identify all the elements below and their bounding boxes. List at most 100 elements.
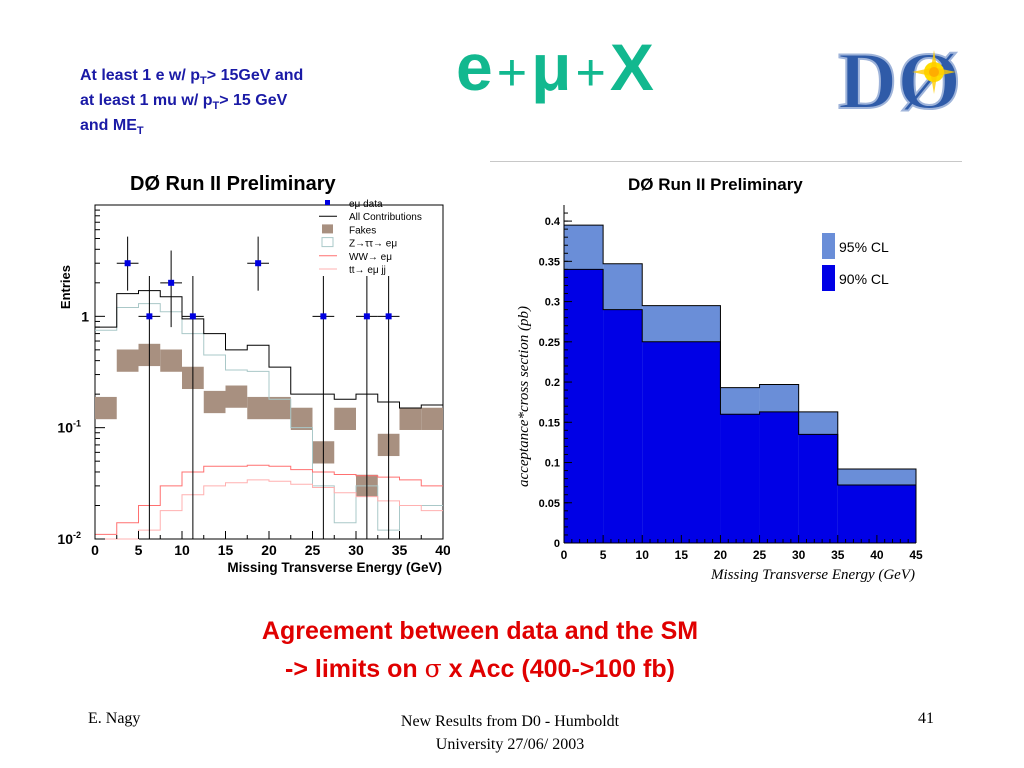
data-point — [124, 260, 131, 267]
cuts-line2-end: > 15 GeV — [219, 92, 288, 110]
chart1-plot-area: 0 5 10 15 20 25 30 35 40 10-2 10-1 1 eμ data All Cont… — [57, 199, 450, 558]
ttbar-line — [95, 479, 443, 540]
legend-swatch-data — [325, 200, 330, 205]
legend-label: All Contributions — [349, 212, 422, 223]
fakes-band — [95, 396, 117, 420]
cuts-line1: At least 1 e w/ p — [80, 67, 201, 84]
chart1-x-tick-label: 20 — [261, 542, 277, 558]
logo-star-icon — [912, 50, 956, 94]
legend-swatch-cl — [822, 265, 835, 291]
data-point — [255, 260, 262, 267]
chart1-x-tick-label: 40 — [435, 542, 450, 558]
chart2-plot-area: 0 5 10 15 20 25 30 35 40 45 0 0.05 0.1 0.15 0.2 0.25 0.3… — [539, 205, 923, 562]
chart1-x-tick-label: 5 — [135, 542, 143, 558]
legend-label-cl: 90% CL — [839, 271, 889, 287]
title-e: e — [456, 30, 493, 104]
all-contributions-line — [95, 290, 443, 409]
footer-author: E. Nagy — [88, 710, 141, 727]
chart1-x-tick-label: 25 — [305, 542, 321, 558]
chart1-y-axis-label: Entries — [58, 265, 73, 309]
chart2-y-tick-label: 0 — [554, 538, 560, 550]
d0-logo: DØ — [838, 36, 962, 118]
page-number: 41 — [918, 710, 934, 727]
title-plus-1: + — [496, 44, 528, 102]
bar-90cl — [603, 309, 643, 543]
bar-90cl — [837, 485, 916, 543]
bar-90cl — [798, 434, 838, 543]
chart1-x-tick-label: 0 — [91, 542, 99, 558]
data-point — [146, 313, 153, 320]
chart2-x-tick-label: 25 — [753, 548, 767, 562]
sigma-symbol: σ — [424, 654, 442, 683]
legend-swatch-ztt — [321, 237, 334, 248]
cuts-line3-sub: T — [136, 125, 144, 138]
fakes-band — [399, 407, 422, 430]
legend-label: Fakes — [349, 225, 376, 236]
conclusion-line2-end: x Acc (400->100 fb) — [441, 655, 675, 683]
chart2-y-tick-label: 0.3 — [545, 297, 560, 309]
fakes-band — [203, 390, 226, 414]
legend-label: Z→ττ→ eμ — [349, 239, 397, 250]
chart1-x-tick-label: 15 — [218, 542, 234, 558]
footer-event-line1: New Results from D0 - Humboldt — [400, 713, 620, 730]
conclusion: Agreement between data and the SM -> lim… — [150, 612, 810, 688]
chart2-x-tick-label: 0 — [561, 548, 568, 562]
footer-event: New Results from D0 - Humboldt Universit… — [340, 710, 680, 756]
chart2-x-axis-label: Missing Transverse Energy (GeV) — [710, 567, 915, 583]
chart1-x-axis-label: Missing Transverse Energy (GeV) — [227, 560, 442, 575]
legend-label: tt→ eμ jj — [349, 265, 386, 276]
fakes-band — [116, 349, 139, 372]
chart2-x-tick-label: 20 — [714, 548, 728, 562]
bar-90cl — [720, 414, 760, 543]
data-point — [320, 313, 327, 320]
slide-title: e+μ+X — [456, 32, 654, 108]
chart2-x-tick-label: 45 — [909, 548, 923, 562]
cuts-line3: and ME — [80, 117, 137, 135]
chart2-y-tick-label: 0.1 — [545, 458, 560, 470]
data-point — [385, 313, 392, 320]
cuts-line2-sub: T — [212, 100, 220, 113]
chart2-y-tick-label: 0.05 — [539, 498, 560, 510]
chart2-y-axis-label: acceptance*cross section (pb) — [516, 306, 532, 487]
data-point — [363, 313, 370, 320]
data-point — [189, 313, 196, 320]
bar-90cl — [759, 411, 799, 543]
chart2-x-tick-label: 30 — [792, 548, 806, 562]
chart2-x-tick-label: 15 — [675, 548, 689, 562]
title-mu: μ — [531, 30, 572, 104]
cuts-line1-sub: T — [200, 75, 207, 88]
title-x: X — [609, 30, 654, 104]
fakes-band — [334, 407, 356, 430]
chart2-x-tick-label: 40 — [870, 548, 884, 562]
chart2-y-tick-label: 0.15 — [539, 417, 560, 429]
chart1-x-tick-label: 30 — [348, 542, 364, 558]
chart2-y-tick-label: 0.35 — [539, 256, 560, 268]
fakes-band — [269, 396, 291, 420]
legend-label-cl: 95% CL — [839, 239, 889, 255]
chart1-x-tick-label: 10 — [174, 542, 190, 558]
ztautau-line — [95, 303, 443, 531]
data-point — [168, 279, 175, 286]
fakes-band — [225, 385, 248, 408]
fakes-band — [247, 396, 269, 420]
legend-label: WW→ eμ — [349, 252, 392, 263]
cross-section-limit-chart: DØ Run II Preliminary 0 5 10 15 20 25 30 35 40 45… — [516, 175, 923, 583]
chart2-y-tick-label: 0.4 — [545, 216, 561, 228]
chart2-y-tick-label: 0.25 — [539, 337, 560, 349]
chart2-x-tick-label: 35 — [831, 548, 845, 562]
chart1-title: DØ Run II Preliminary — [130, 173, 336, 195]
met-distribution-chart: DØ Run II Preliminary 0 5 10 15 20 25 30 35 40 10… — [57, 173, 450, 575]
chart2-y-tick-label: 0.2 — [545, 377, 560, 389]
conclusion-line1: Agreement between data and the SM — [261, 617, 699, 645]
conclusion-line2-start: -> limits on — [285, 655, 425, 683]
chart1-y-tick-label: 1 — [81, 308, 89, 324]
legend-swatch-fakes — [322, 224, 333, 234]
fakes-band — [160, 349, 182, 372]
cuts-line1-end: > 15GeV and — [206, 67, 304, 84]
chart1-y-tick-label: 10-2 — [57, 530, 81, 547]
bar-90cl — [564, 269, 604, 543]
legend-swatch-cl — [822, 233, 835, 259]
chart2-x-tick-label: 5 — [600, 548, 607, 562]
bar-90cl — [642, 341, 721, 543]
outline-90cl — [563, 268, 917, 543]
